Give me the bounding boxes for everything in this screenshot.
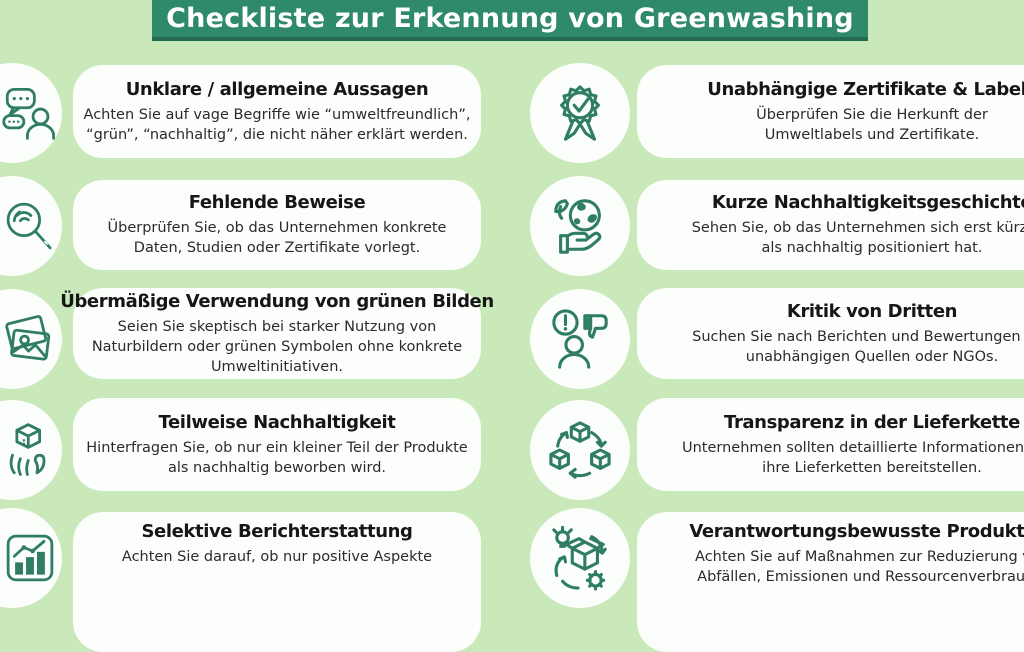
card-description: Seien Sie skeptisch bei starker Nutzung … — [91, 318, 463, 375]
card-title: Selektive Berichterstattung — [141, 521, 413, 542]
card-title: Unabhängige Zertifikate & Labels — [707, 78, 1024, 100]
hand-holding-box-icon — [9, 423, 46, 476]
checklist-card: Fehlende Beweise Überprüfen Sie, ob das … — [73, 180, 481, 270]
checklist-card: Übermäßige Verwendung von grünen Bilden … — [60, 288, 494, 379]
card-description: Suchen Sie nach Berichten und Bewertunge… — [692, 328, 1021, 365]
icon-circle — [530, 63, 630, 163]
icon-circle — [530, 400, 630, 500]
icon-circle — [0, 508, 62, 608]
icon-circle — [0, 176, 62, 276]
sustainable-production-icon — [552, 525, 607, 591]
checklist-card: Selektive Berichterstattung Achten Sie d… — [73, 512, 481, 652]
checklist-card: Unklare / allgemeine Aussagen Achten Sie… — [73, 65, 481, 158]
checklist-card: Kurze Nachhaltigkeitsgeschichte Sehen Si… — [637, 180, 1024, 270]
icon-circle — [530, 289, 630, 389]
supply-chain-cycle-icon — [549, 421, 611, 479]
icon-circle — [530, 508, 630, 608]
card-title: Übermäßige Verwendung von grünen Bilden — [60, 290, 494, 312]
icon-circle — [530, 176, 630, 276]
card-title: Kritik von Dritten — [786, 300, 958, 322]
page-title-banner: Checkliste zur Erkennung von Greenwashin… — [152, 0, 868, 41]
icon-circle — [0, 289, 62, 389]
medal-check-icon — [560, 85, 600, 141]
chat-bubbles-person-icon — [2, 87, 56, 140]
card-description: Überprüfen Sie die Herkunft der Umweltla… — [756, 106, 988, 143]
card-title: Teilweise Nachhaltigkeit — [158, 411, 396, 433]
card-title: Kurze Nachhaltigkeitsgeschichte — [711, 192, 1024, 213]
card-title: Verantwortungsbewusste Produktion — [689, 521, 1024, 542]
warning-thumbs-down-icon — [552, 309, 608, 369]
stacked-photos-icon — [5, 315, 51, 361]
card-description: Hinterfragen Sie, ob nur ein kleiner Tei… — [86, 439, 468, 476]
page-title: Checkliste zur Erkennung von Greenwashin… — [166, 3, 854, 34]
growth-chart-icon — [6, 534, 54, 582]
card-description: Achten Sie darauf, ob nur positive Aspek… — [121, 549, 433, 565]
hand-holding-earth-icon — [554, 199, 602, 254]
icon-circle — [0, 63, 62, 163]
card-title: Transparenz in der Lieferkette — [724, 411, 1020, 433]
checklist-card: Teilweise Nachhaltigkeit Hinterfragen Si… — [73, 398, 481, 491]
checklist-card: Unabhängige Zertifikate & Labels Überprü… — [637, 65, 1024, 158]
checklist-card: Kritik von Dritten Suchen Sie nach Beric… — [637, 288, 1024, 379]
card-description: Achten Sie auf Maßnahmen zur Reduzierung… — [695, 549, 1024, 585]
card-description: Sehen Sie, ob das Unternehmen sich erst … — [691, 220, 1024, 256]
card-description: Unternehmen sollten detaillierte Informa… — [682, 439, 1024, 476]
icon-circle — [0, 400, 62, 500]
checklist-card: Transparenz in der Lieferkette Unternehm… — [637, 398, 1024, 491]
card-description: Überprüfen Sie, ob das Unternehmen konkr… — [107, 220, 447, 256]
card-title: Unklare / allgemeine Aussagen — [125, 78, 429, 100]
card-description: Achten Sie auf vage Begriffe wie “umwelt… — [83, 106, 471, 143]
magnifier-fingerprint-icon — [6, 202, 52, 250]
checklist-card: Verantwortungsbewusste Produktion Achten… — [637, 512, 1024, 652]
card-title: Fehlende Beweise — [188, 192, 366, 213]
